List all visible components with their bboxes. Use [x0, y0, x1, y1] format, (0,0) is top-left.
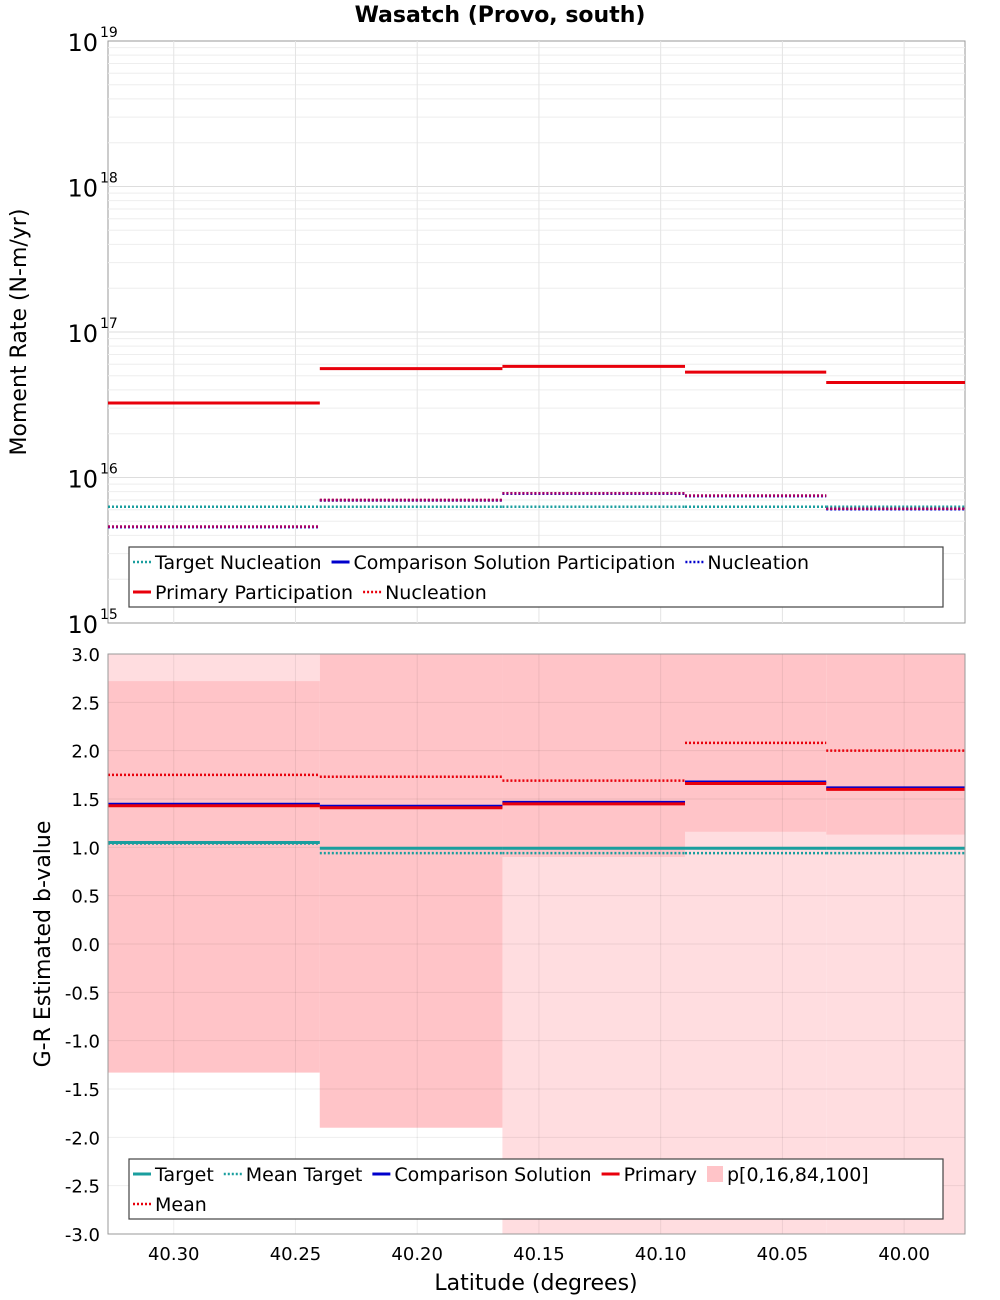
y-tick-label: 0.0 — [71, 935, 100, 956]
y-tick-exponent: 15 — [100, 607, 118, 623]
legend-label: Nucleation — [707, 552, 809, 574]
y-tick-label: -0.5 — [65, 983, 100, 1004]
y-tick-exponent: 17 — [100, 316, 118, 332]
x-tick-label: 40.00 — [878, 1244, 930, 1265]
y-tick-label: -2.0 — [65, 1128, 100, 1149]
y-tick-label: -2.5 — [65, 1177, 100, 1198]
x-tick-label: 40.30 — [148, 1244, 200, 1265]
y-tick-exponent: 16 — [100, 462, 118, 478]
bottom-series — [108, 741, 965, 855]
band-inner — [319, 654, 503, 1128]
top-legend: Target Nucleation Comparison Solution Par… — [128, 546, 944, 608]
legend-label: Comparison Solution — [394, 1164, 591, 1186]
x-tick-label: 40.10 — [635, 1244, 687, 1265]
legend-label: Mean Target — [246, 1164, 363, 1186]
bottom-panel: -3.0 -2.5 -2.0 -1.5 -1.0 -0.5 0.0 0.5 1.0 1.5 2.0 2… — [31, 645, 966, 1296]
x-tick-label: 40.05 — [757, 1244, 809, 1265]
top-series — [108, 364, 965, 529]
y-tick-label: -1.0 — [65, 1032, 100, 1053]
y-tick-label: 3.0 — [71, 645, 100, 666]
band-inner — [108, 681, 320, 1073]
y-tick-label: 2.5 — [71, 693, 100, 714]
band-inner — [502, 654, 686, 857]
legend-label: Primary Participation — [155, 582, 353, 604]
legend-label: Target Nucleation — [154, 552, 322, 574]
y-tick-exponent: 19 — [100, 25, 118, 41]
y-tick-label: 10 — [67, 175, 98, 203]
y-tick-label: 10 — [67, 466, 98, 494]
legend-swatch — [707, 1166, 723, 1182]
y-tick-label: 0.5 — [71, 887, 100, 908]
y-tick-label: 10 — [67, 320, 98, 348]
chart-title: Wasatch (Provo, south) — [355, 3, 646, 28]
bottom-plot-area — [107, 653, 966, 1235]
legend-label: Target — [154, 1164, 214, 1186]
y-tick-label: 10 — [67, 611, 98, 639]
y-tick-label: 10 — [67, 29, 98, 57]
top-legend-box — [128, 546, 944, 608]
top-y-axis-label: Moment Rate (N-m/yr) — [7, 209, 32, 456]
legend-label: Nucleation — [385, 582, 487, 604]
x-tick-label: 40.15 — [513, 1244, 565, 1265]
legend-label: Primary — [624, 1164, 697, 1186]
bottom-legend: Target Mean Target Comparison Solution Prim… — [128, 1158, 944, 1220]
y-tick-label: 1.5 — [71, 790, 100, 811]
legend-label: Comparison Solution Participation — [354, 552, 676, 574]
y-tick-label: 1.0 — [71, 838, 100, 859]
bottom-y-ticks: -3.0 -2.5 -2.0 -1.5 -1.0 -0.5 0.0 0.5 1.0 1.5 2.0 2… — [65, 645, 100, 1246]
band-outer-top — [108, 654, 320, 682]
x-ticks: 40.30 40.25 40.20 40.15 40.10 40.05 40.00 — [148, 1244, 930, 1265]
y-tick-label: -3.0 — [65, 1225, 100, 1246]
x-tick-label: 40.20 — [391, 1244, 443, 1265]
x-tick-label: 40.25 — [270, 1244, 322, 1265]
bottom-legend-box — [128, 1158, 944, 1220]
y-tick-exponent: 18 — [100, 171, 118, 187]
band-inner — [826, 654, 965, 835]
legend-label: Mean — [155, 1194, 207, 1216]
y-tick-label: 2.0 — [71, 742, 100, 763]
bottom-percentile-bands — [108, 654, 965, 1234]
x-axis-label: Latitude (degrees) — [434, 1271, 637, 1296]
bottom-y-axis-label: G-R Estimated b-value — [31, 821, 56, 1068]
y-tick-label: -1.5 — [65, 1080, 100, 1101]
legend-label: p[0,16,84,100] — [727, 1164, 869, 1186]
